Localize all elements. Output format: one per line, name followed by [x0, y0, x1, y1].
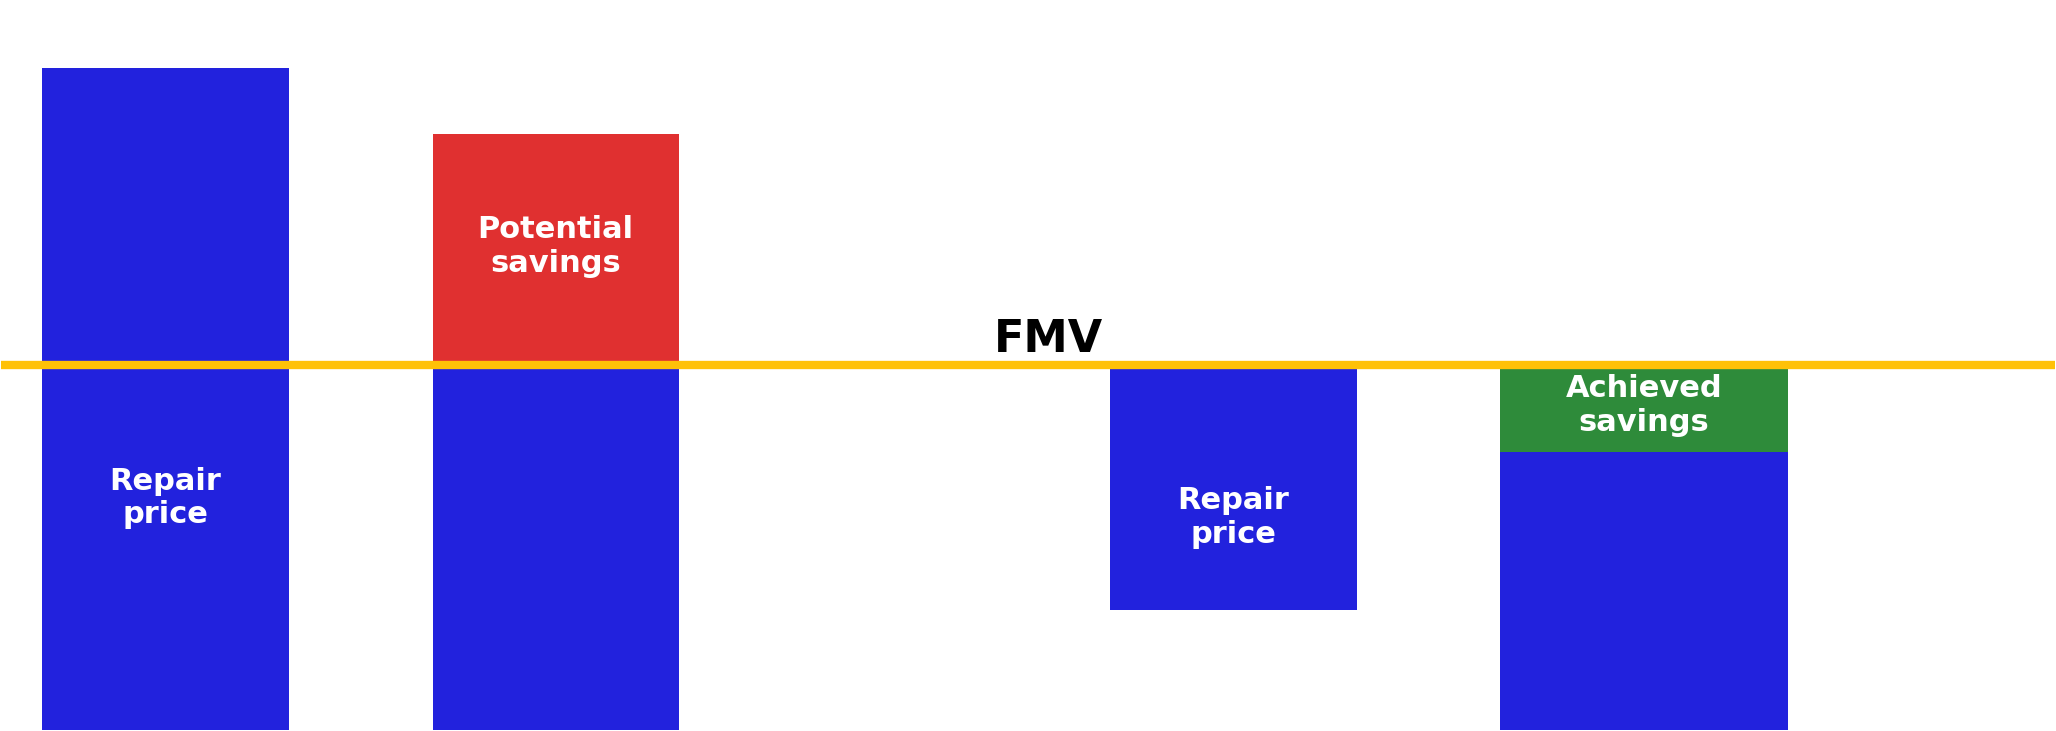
Bar	[43, 67, 288, 730]
Text: Achieved
savings: Achieved savings	[1567, 374, 1723, 436]
Bar	[1110, 366, 1357, 610]
Text: Repair
price: Repair price	[1178, 486, 1289, 549]
Bar	[1501, 366, 1789, 452]
Bar	[432, 134, 678, 366]
Text: FMV: FMV	[993, 317, 1104, 360]
Text: Repair
price: Repair price	[109, 466, 222, 529]
Text: Potential
savings: Potential savings	[477, 215, 633, 278]
Bar	[432, 366, 678, 730]
Bar	[1501, 452, 1789, 730]
